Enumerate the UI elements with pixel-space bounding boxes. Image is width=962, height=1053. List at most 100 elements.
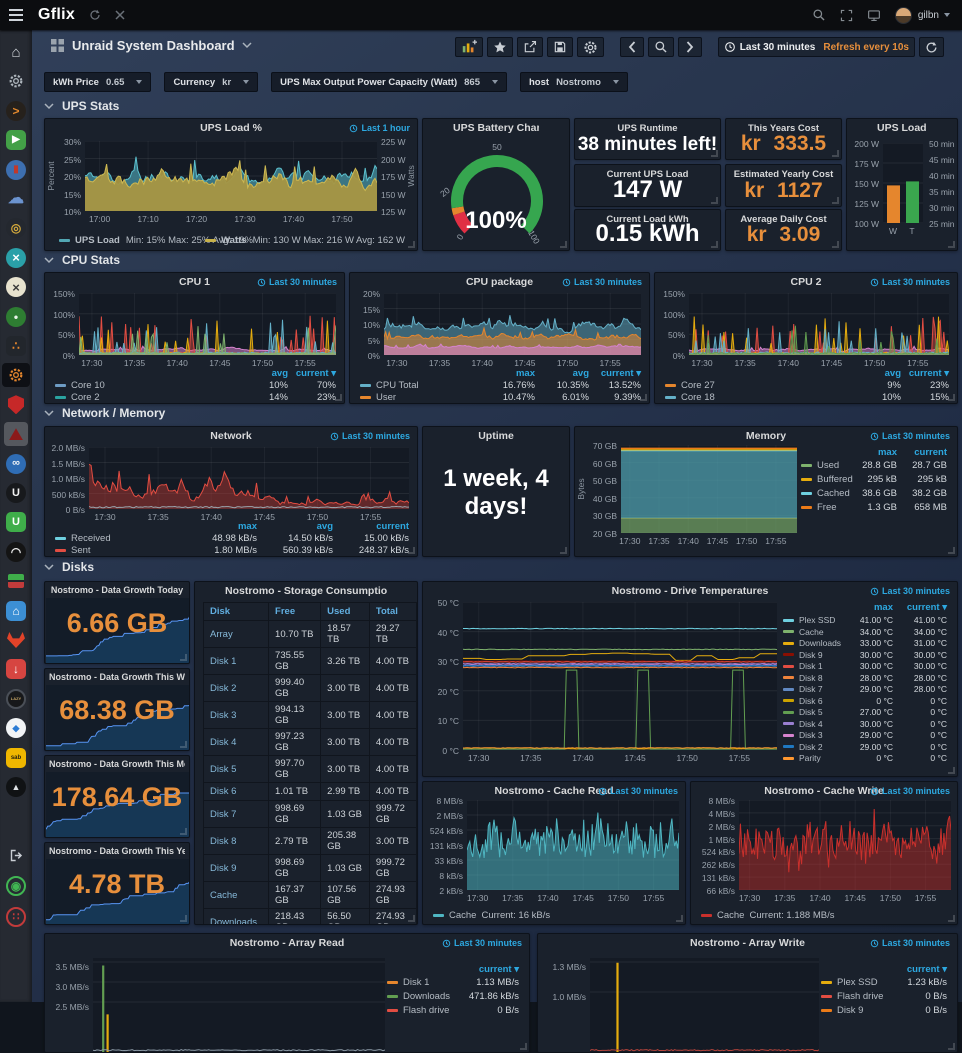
panel-time-override[interactable]: Last 30 minutes bbox=[870, 786, 950, 796]
panel-time-override[interactable]: Last 30 minutes bbox=[870, 431, 950, 441]
legend-item[interactable]: Cached bbox=[801, 488, 850, 499]
legend-series-name[interactable]: Flash drive bbox=[837, 991, 884, 1002]
legend-item[interactable]: Cache Current: 16 kB/s bbox=[433, 910, 550, 921]
panel-title[interactable]: Memory bbox=[745, 430, 787, 442]
legend-series-name[interactable]: Buffered bbox=[817, 474, 853, 485]
gitlab-app-icon[interactable] bbox=[4, 628, 28, 652]
legend-item[interactable]: Disk 1 bbox=[783, 661, 823, 671]
logout-icon[interactable] bbox=[4, 843, 28, 867]
fullscreen-icon[interactable] bbox=[840, 9, 853, 22]
panel-time-override[interactable]: Last 30 minutes bbox=[598, 786, 678, 796]
time-back-button[interactable] bbox=[619, 37, 644, 57]
legend-item[interactable]: Core 2 bbox=[55, 392, 100, 403]
legend-item[interactable]: Received bbox=[55, 533, 111, 544]
star-button[interactable] bbox=[486, 37, 513, 57]
legend-series-name[interactable]: UPS Load bbox=[75, 235, 120, 246]
lazy-app-icon[interactable]: LAZY bbox=[4, 687, 28, 711]
cream-cross-app-icon[interactable]: × bbox=[4, 275, 28, 299]
legend-item[interactable]: Disk 9 bbox=[783, 650, 823, 660]
legend-series-name[interactable]: Core 27 bbox=[681, 380, 715, 391]
legend-series-name[interactable]: Core 10 bbox=[71, 380, 105, 391]
zoom-out-button[interactable] bbox=[647, 37, 674, 57]
column-header[interactable]: Total bbox=[368, 602, 417, 621]
legend-series-name[interactable]: Disk 1 bbox=[799, 661, 823, 671]
legend-item[interactable]: Flash drive bbox=[821, 991, 883, 1002]
panel-time-override[interactable]: Last 30 minutes bbox=[870, 277, 950, 287]
share-button[interactable] bbox=[516, 37, 543, 57]
hat-app-icon[interactable]: ◠ bbox=[4, 540, 28, 564]
legend-column-header[interactable]: current ▾ bbox=[906, 602, 947, 613]
legend-item[interactable]: Disk 9 bbox=[821, 1005, 863, 1016]
user-menu[interactable]: gilbn bbox=[917, 9, 939, 21]
ubiquiti-app-icon[interactable]: U bbox=[4, 481, 28, 505]
legend-item[interactable]: UPS Load Min: 15% Max: 25% Avg: 19% bbox=[59, 235, 253, 246]
sync-icon[interactable] bbox=[89, 9, 101, 21]
legend-series-name[interactable]: Disk 6 bbox=[799, 695, 823, 706]
legend-item[interactable]: Downloads bbox=[783, 638, 841, 648]
legend-item[interactable]: User bbox=[360, 392, 396, 403]
panel-title[interactable]: Network bbox=[210, 430, 252, 442]
legend-item[interactable]: Plex SSD bbox=[821, 977, 878, 988]
legend-column-header[interactable]: max bbox=[237, 521, 257, 532]
legend-series-name[interactable]: Disk 1 bbox=[403, 977, 430, 988]
legend-column-header[interactable]: current bbox=[376, 521, 409, 532]
legend-series-name[interactable]: Disk 9 bbox=[837, 1005, 864, 1016]
legend-series-name[interactable]: Cache bbox=[799, 626, 824, 637]
variable-3[interactable]: host Nostromo bbox=[520, 72, 628, 92]
legend-column-header[interactable]: max bbox=[515, 368, 535, 379]
legend-item[interactable]: Watts Min: 130 W Max: 216 W Avg: 162 W bbox=[205, 235, 405, 246]
legend-series-name[interactable]: Free bbox=[817, 502, 837, 513]
time-forward-button[interactable] bbox=[677, 37, 702, 57]
legend-series-name[interactable]: Downloads bbox=[403, 991, 450, 1002]
legend-series-name[interactable]: Sent bbox=[71, 545, 91, 556]
traffic-bars-app-icon[interactable] bbox=[4, 569, 28, 593]
legend-series-name[interactable]: Cached bbox=[817, 488, 850, 499]
teal-cross-app-icon[interactable]: × bbox=[4, 246, 28, 270]
section-disks[interactable]: Disks bbox=[44, 560, 94, 574]
github-app-icon[interactable]: ◉ bbox=[4, 874, 28, 898]
legend-series-name[interactable]: Cache bbox=[449, 910, 477, 921]
section-cpu-stats[interactable]: CPU Stats bbox=[44, 253, 120, 267]
legend-item[interactable]: Cache Current: 1.188 MB/s bbox=[701, 910, 834, 921]
legend-series-name[interactable]: CPU Total bbox=[376, 380, 419, 391]
kiosk-mode-icon[interactable] bbox=[867, 9, 881, 22]
legend-item[interactable]: Disk 7 bbox=[783, 684, 823, 694]
legend-series-name[interactable]: Disk 2 bbox=[799, 741, 823, 752]
panel-title[interactable]: CPU 2 bbox=[790, 276, 822, 288]
variable-0[interactable]: kWh Price 0.65 bbox=[44, 72, 152, 92]
panel-time-override[interactable]: Last 30 minutes bbox=[870, 586, 950, 596]
avatar[interactable] bbox=[894, 6, 912, 24]
legend-series-name[interactable]: Disk 9 bbox=[799, 649, 823, 660]
legend-column-header[interactable]: current ▾ bbox=[600, 368, 641, 379]
panel-title[interactable]: Nostromo - Cache Read bbox=[494, 785, 614, 797]
panel-title[interactable]: CPU package bbox=[465, 276, 534, 288]
green-play-app-icon[interactable]: ▶ bbox=[4, 128, 28, 152]
legend-item[interactable]: Disk 2 bbox=[783, 742, 823, 752]
panel-title[interactable]: Nostromo - Data Growth This Month bbox=[49, 759, 185, 769]
legend-series-name[interactable]: Downloads bbox=[799, 638, 842, 648]
sab-app-icon[interactable]: sab bbox=[4, 746, 28, 770]
active-gear-app-icon[interactable] bbox=[2, 363, 30, 388]
home-icon[interactable]: ⌂ bbox=[4, 40, 28, 64]
column-header[interactable]: Disk bbox=[202, 602, 270, 621]
panel-time-override[interactable]: Last 30 minutes bbox=[257, 277, 337, 287]
blue-media-app-icon[interactable]: ▮ bbox=[4, 158, 28, 182]
legend-item[interactable]: Downloads bbox=[387, 991, 450, 1002]
legend-item[interactable]: Disk 3 bbox=[783, 730, 823, 740]
column-header[interactable]: Free bbox=[268, 602, 322, 621]
section-ups-stats[interactable]: UPS Stats bbox=[44, 99, 119, 113]
water-drop-app-icon[interactable]: ◆ bbox=[4, 716, 28, 740]
panel-title[interactable]: Nostromo - Data Growth This Year bbox=[49, 846, 185, 856]
legend-series-name[interactable]: Received bbox=[71, 533, 111, 544]
legend-series-name[interactable]: Core 18 bbox=[681, 392, 715, 403]
panel-time-override[interactable]: Last 30 minutes bbox=[562, 277, 642, 287]
add-panel-button[interactable] bbox=[454, 37, 483, 57]
legend-column-header[interactable]: max bbox=[877, 447, 897, 458]
legend-column-header[interactable]: current bbox=[914, 447, 947, 458]
save-button[interactable] bbox=[546, 37, 573, 57]
triangle-app-icon[interactable] bbox=[4, 422, 28, 447]
legend-series-name[interactable]: Cache bbox=[717, 910, 745, 921]
panel-time-override[interactable]: Last 30 minutes bbox=[330, 431, 410, 441]
legend-column-header[interactable]: current ▾ bbox=[906, 964, 947, 975]
red-download-app-icon[interactable]: ↓ bbox=[4, 657, 28, 681]
